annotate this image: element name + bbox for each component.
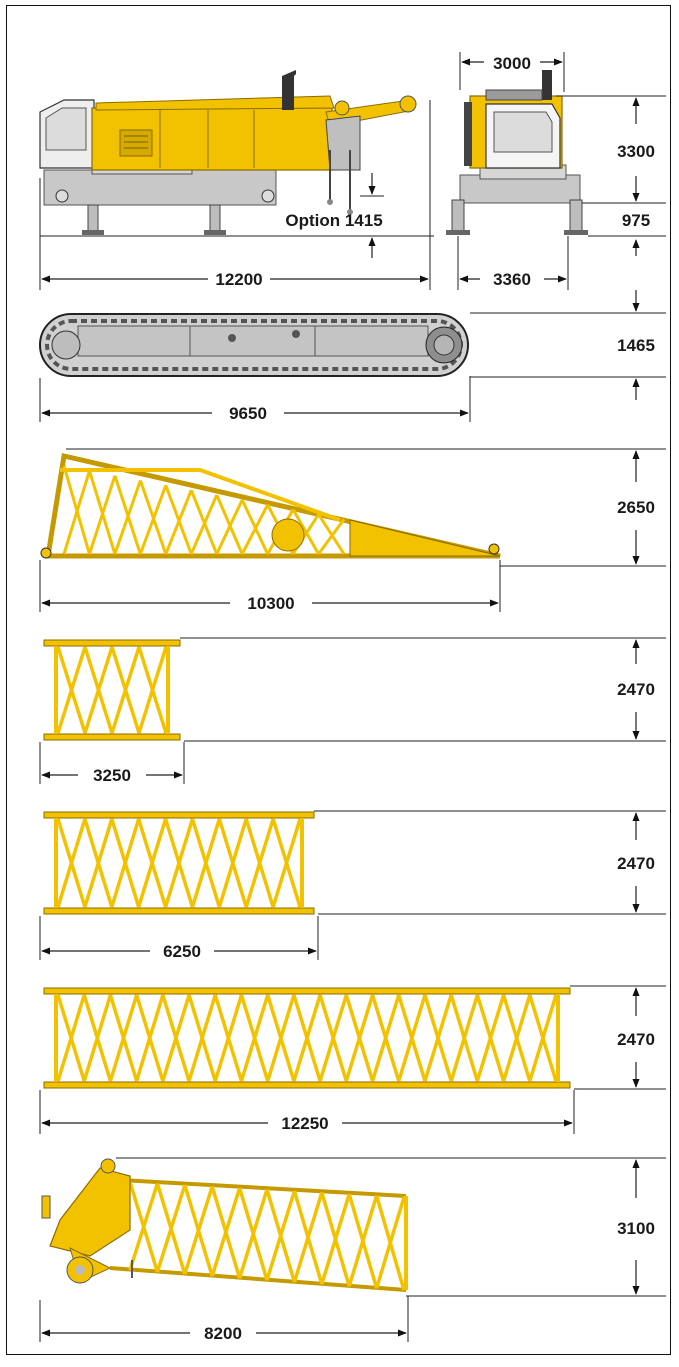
lattice-brace — [239, 994, 270, 1082]
section-long-dimensions: 12250 2470 — [39, 985, 666, 1134]
lattice-brace — [237, 1189, 269, 1279]
lattice-brace — [344, 994, 375, 1082]
lattice-brace — [163, 818, 195, 908]
boom-head-length-label: 8200 — [204, 1324, 242, 1343]
lattice-brace — [210, 1187, 242, 1277]
base-machine-side-view — [39, 70, 417, 235]
lattice-brace — [161, 994, 191, 1082]
base-machine-front-view — [446, 70, 588, 235]
lattice-brace — [187, 994, 217, 1082]
lattice-brace — [240, 504, 269, 555]
boom-foot-length-label: 10300 — [247, 594, 294, 613]
lattice-brace — [292, 1192, 324, 1283]
lattice-brace — [190, 818, 222, 908]
front-clearance-label: 975 — [622, 211, 650, 230]
base-front-dimensions: 3000 3300 975 3360 — [457, 52, 666, 290]
section-mid-dimensions: 6250 2470 — [39, 810, 666, 961]
lattice-brace — [128, 1182, 160, 1271]
lattice-brace — [56, 818, 87, 908]
section-short-length-label: 3250 — [93, 766, 131, 785]
lattice-brace — [475, 994, 506, 1082]
lattice-brace — [528, 994, 558, 1082]
lattice-brace — [266, 994, 296, 1082]
lattice-brace — [449, 994, 480, 1082]
lattice-brace — [88, 475, 117, 555]
lattice-brace — [83, 646, 114, 734]
lattice-brace — [265, 1190, 297, 1281]
front-height-label: 3300 — [617, 142, 655, 161]
lattice-brace — [244, 818, 275, 908]
lattice-brace — [217, 818, 248, 908]
lattice-brace — [183, 1185, 214, 1275]
lattice-brace — [56, 646, 87, 734]
boom-foot-height-label: 2650 — [617, 498, 655, 517]
lattice-brace — [271, 818, 302, 908]
lattice-brace — [213, 994, 244, 1082]
section-short-height-label: 2470 — [617, 680, 655, 699]
lattice-brace — [137, 646, 168, 734]
section-mid-height-label: 2470 — [617, 854, 655, 873]
lattice-brace — [164, 489, 193, 555]
lattice-section-short — [43, 639, 181, 741]
crawler-height-label: 1465 — [617, 336, 655, 355]
lattice-brace — [83, 818, 114, 908]
lattice-section-long — [43, 987, 571, 1089]
lattice-brace — [318, 994, 348, 1082]
lattice-brace — [56, 994, 86, 1082]
boom-foot-view — [40, 452, 501, 559]
lattice-brace — [347, 1195, 379, 1287]
lattice-brace — [189, 494, 219, 555]
lattice-brace — [374, 1196, 406, 1289]
section-long-length-label: 12250 — [281, 1114, 328, 1133]
lattice-brace — [501, 994, 532, 1082]
section-long-height-label: 2470 — [617, 1030, 655, 1049]
lattice-brace — [113, 480, 142, 555]
boom-head-height-label: 3100 — [617, 1219, 655, 1238]
crawler-view — [39, 313, 469, 377]
lattice-brace — [292, 994, 322, 1082]
lattice-brace — [136, 818, 168, 908]
lattice-brace — [215, 499, 244, 555]
base-side-dimensions: 12200 Option 1415 — [39, 100, 434, 290]
lattice-brace — [82, 994, 113, 1082]
boom-head-dimensions: 8200 3100 — [39, 1157, 666, 1343]
boom-head-view — [41, 1158, 408, 1292]
base-side-length-label: 12200 — [215, 270, 262, 289]
lattice-brace — [108, 994, 139, 1082]
lattice-brace — [423, 994, 453, 1082]
front-width-label: 3000 — [493, 54, 531, 73]
lattice-brace — [134, 994, 165, 1082]
section-short-dimensions: 3250 2470 — [39, 637, 666, 785]
sheet-border — [6, 5, 671, 1355]
lattice-brace — [370, 994, 401, 1082]
lattice-brace — [317, 518, 346, 555]
front-track-width-label: 3360 — [493, 270, 531, 289]
lattice-section-mid — [43, 811, 315, 915]
lattice-brace — [62, 470, 91, 555]
crawler-dimensions: 9650 1465 — [39, 290, 666, 423]
boom-foot-dimensions: 10300 2650 — [39, 448, 666, 613]
lattice-brace — [397, 994, 427, 1082]
option-label: Option 1415 — [285, 211, 382, 230]
crawler-length-label: 9650 — [229, 404, 267, 423]
lattice-brace — [320, 1193, 351, 1285]
lattice-brace — [155, 1184, 187, 1273]
lattice-brace — [110, 818, 141, 908]
lattice-brace — [110, 646, 141, 734]
section-mid-length-label: 6250 — [163, 942, 201, 961]
lattice-brace — [138, 484, 168, 555]
